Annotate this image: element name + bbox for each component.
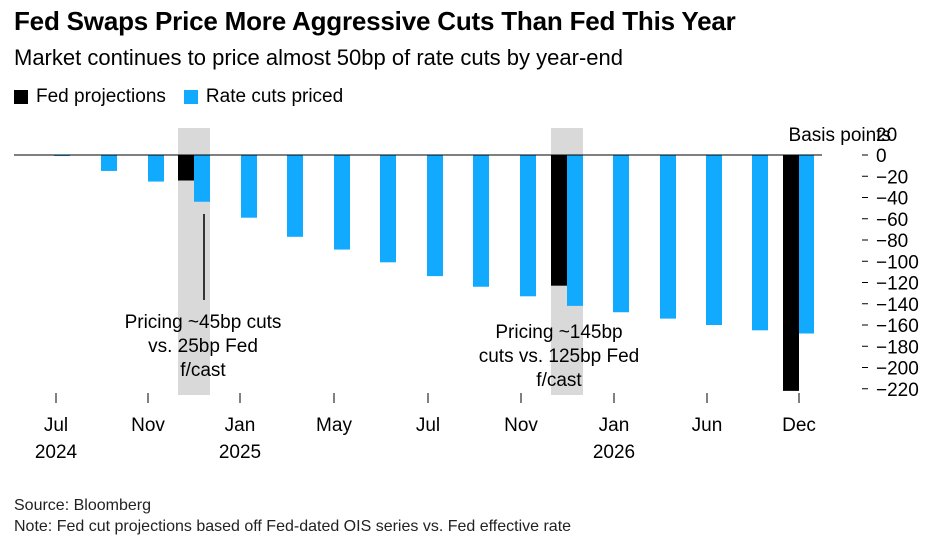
y-tick-label: −180 (876, 337, 919, 358)
legend-item-rate-cuts-priced: Rate cuts priced (183, 86, 344, 108)
legend: Fed projections Rate cuts priced (14, 86, 361, 108)
bar-rate-cuts-priced-7 (334, 155, 350, 250)
x-tick-label: Jan (599, 415, 630, 436)
annotation-1-line: Pricing ~45bp cuts (125, 312, 282, 333)
bar-rate-cuts-priced-2 (101, 155, 117, 171)
bar-fed-projections-3 (783, 155, 799, 391)
y-tick-label: −60 (876, 210, 908, 231)
y-tick-label: −80 (876, 231, 908, 252)
x-tick-label: Nov (131, 415, 165, 436)
x-tick-label: Nov (504, 415, 538, 436)
legend-item-fed-projections: Fed projections (14, 86, 166, 108)
bar-fed-projections-1 (178, 155, 194, 181)
annotation-1-line: f/cast (180, 360, 226, 381)
x-tick-label: Jul (416, 415, 440, 436)
bar-rate-cuts-priced-5 (241, 155, 257, 218)
x-tick-label: May (316, 415, 352, 436)
bar-rate-cuts-priced-1 (54, 155, 70, 157)
bar-rate-cuts-priced-17 (798, 155, 814, 334)
legend-swatch-rate-cuts-priced (183, 90, 198, 104)
y-tick-label: −200 (876, 359, 919, 380)
bar-rate-cuts-priced-12 (567, 155, 583, 306)
y-tick-label: −140 (876, 295, 919, 316)
x-tick-year-label: 2024 (35, 442, 78, 463)
y-tick-label: −120 (876, 274, 919, 295)
y-tick-label: 20 (876, 125, 897, 146)
bar-rate-cuts-priced-4 (194, 155, 210, 202)
bar-fed-projections-2 (551, 155, 567, 286)
y-tick-label: −100 (876, 252, 919, 273)
y-axis-unit-label: Basis points (789, 125, 891, 146)
chart-title: Fed Swaps Price More Aggressive Cuts Tha… (14, 6, 736, 36)
x-tick-label: Dec (782, 415, 816, 436)
chart-subtitle: Market continues to price almost 50bp of… (14, 45, 623, 70)
x-tick-year-label: 2025 (219, 442, 261, 463)
bar-rate-cuts-priced-9 (427, 155, 443, 277)
footnote: Note: Fed cut projections based off Fed-… (14, 518, 572, 535)
bar-rate-cuts-priced-13 (613, 155, 629, 313)
bar-rate-cuts-priced-10 (473, 155, 489, 287)
annotation-2-line: cuts vs. 125bp Fed (479, 346, 640, 367)
legend-label-rate-cuts-priced: Rate cuts priced (205, 86, 344, 107)
bar-rate-cuts-priced-14 (660, 155, 676, 319)
x-tick-label: Jun (692, 415, 723, 436)
legend-label-fed-projections: Fed projections (36, 86, 166, 107)
x-tick-year-label: 2026 (593, 442, 635, 463)
annotation-2-line: Pricing ~145bp (495, 322, 622, 343)
bar-rate-cuts-priced-11 (520, 155, 536, 297)
y-tick-label: −160 (876, 316, 919, 337)
y-tick-label: −220 (876, 380, 919, 401)
annotation-2-line: f/cast (536, 370, 582, 391)
x-tick-label: Jan (225, 415, 256, 436)
bar-rate-cuts-priced-6 (287, 155, 303, 237)
bar-rate-cuts-priced-16 (752, 155, 768, 331)
bar-rate-cuts-priced-15 (706, 155, 722, 325)
source-note: Source: Bloomberg (14, 497, 151, 514)
y-tick-label: −40 (876, 189, 908, 210)
legend-swatch-fed-projections (14, 90, 28, 104)
annotation-1-line: vs. 25bp Fed (148, 336, 258, 357)
y-tick-label: −20 (876, 167, 908, 188)
bar-rate-cuts-priced-3 (148, 155, 164, 182)
x-tick-label: Jul (44, 415, 68, 436)
y-tick-label: 0 (876, 146, 887, 167)
bar-rate-cuts-priced-8 (380, 155, 396, 263)
